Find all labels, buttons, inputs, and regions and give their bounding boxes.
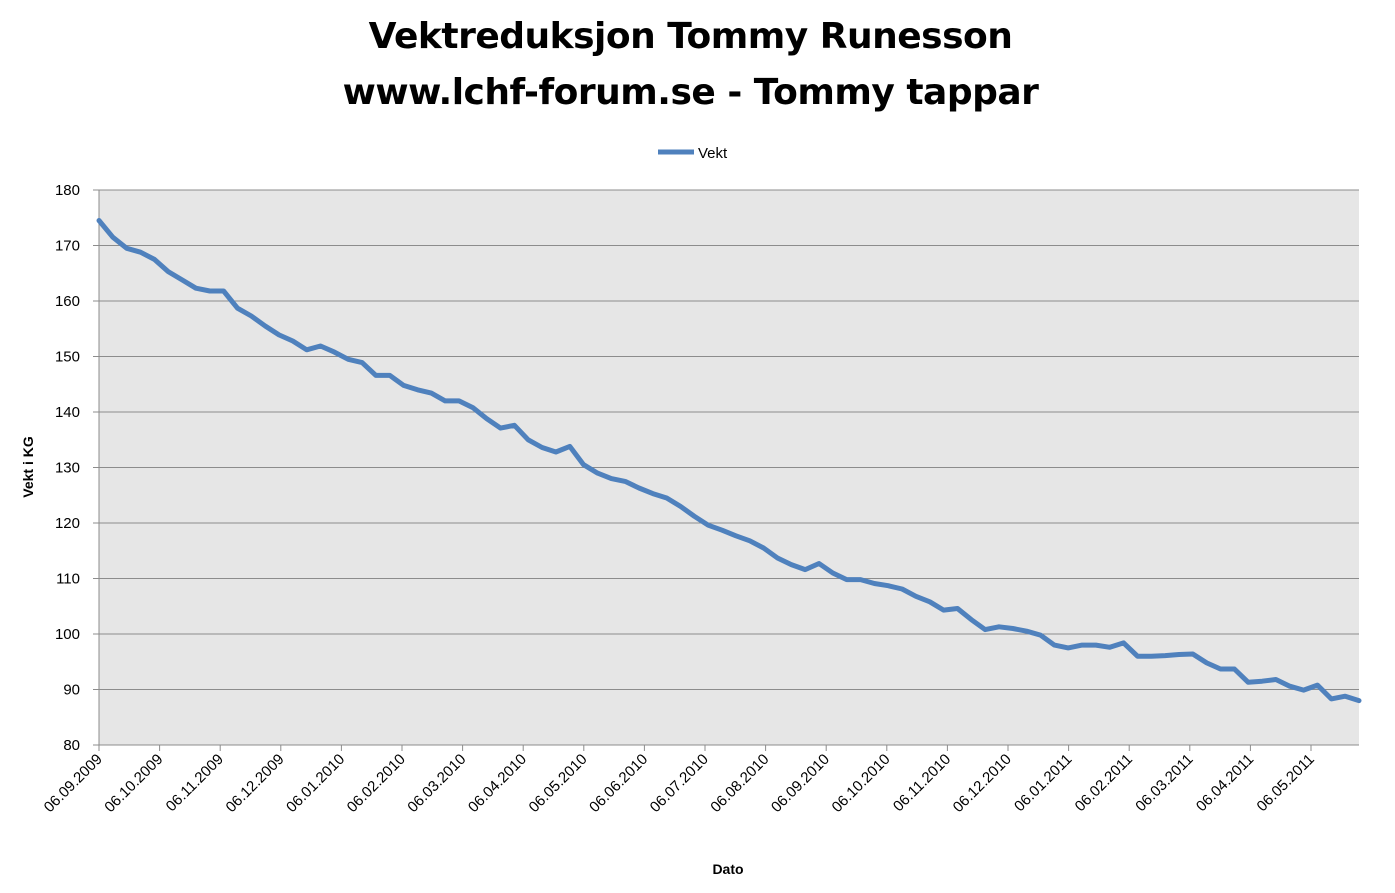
y-tick-label: 100 bbox=[55, 626, 80, 643]
axes bbox=[98, 190, 1359, 746]
x-tick-label: 06.03.2011 bbox=[1132, 751, 1196, 815]
y-tick-label: 160 bbox=[55, 293, 80, 310]
x-tick-label: 06.05.2010 bbox=[526, 751, 591, 816]
x-tick-label: 06.07.2010 bbox=[647, 751, 712, 816]
x-tick-label: 06.10.2009 bbox=[101, 751, 166, 816]
x-tick-label: 06.04.2011 bbox=[1193, 751, 1257, 815]
y-tick-label: 170 bbox=[55, 238, 80, 255]
y-tick-label: 140 bbox=[55, 404, 80, 421]
x-tick-label: 06.06.2010 bbox=[586, 751, 651, 816]
x-tick-label: 06.11.2009 bbox=[163, 751, 227, 815]
legend: Vekt bbox=[658, 145, 728, 162]
x-tick-label: 06.01.2011 bbox=[1011, 751, 1075, 815]
y-tick-label: 180 bbox=[55, 182, 80, 199]
x-tick-label: 06.08.2010 bbox=[707, 751, 772, 816]
x-tick-label: 06.03.2010 bbox=[404, 751, 469, 816]
x-tick-label: 06.11.2010 bbox=[890, 751, 954, 815]
x-tick-label: 06.02.2011 bbox=[1072, 751, 1136, 815]
x-tick-label: 06.12.2009 bbox=[223, 751, 288, 816]
chart-title: Vektreduksjon Tommy Runesson bbox=[368, 16, 1013, 57]
x-axis-title: Dato bbox=[712, 861, 743, 877]
y-tick-label: 120 bbox=[55, 515, 80, 532]
x-tick-label: 06.10.2010 bbox=[829, 751, 894, 816]
y-tick-label: 150 bbox=[55, 349, 80, 366]
gridlines bbox=[93, 189, 1359, 746]
x-tick-label: 06.09.2010 bbox=[768, 751, 833, 816]
series-line-0 bbox=[96, 218, 1362, 704]
y-tick-label: 110 bbox=[56, 571, 80, 588]
x-tick-label: 06.04.2010 bbox=[465, 751, 530, 816]
x-tick-label: 06.01.2010 bbox=[283, 751, 348, 816]
x-tick-label: 06.09.2009 bbox=[41, 751, 106, 816]
series-group bbox=[96, 218, 1362, 704]
y-tick-label: 130 bbox=[55, 460, 80, 477]
legend-label: Vekt bbox=[698, 145, 728, 162]
y-tick-labels: 80 90 100 110 120 130 140 150 160 170 180 bbox=[55, 182, 80, 754]
x-tick-label: 06.02.2010 bbox=[344, 751, 409, 816]
y-tick-label: 80 bbox=[63, 737, 80, 754]
x-tick-label: 06.05.2011 bbox=[1254, 751, 1318, 815]
x-tick-label: 06.12.2010 bbox=[950, 751, 1015, 816]
y-tick-label: 90 bbox=[63, 682, 80, 699]
chart-subtitle: www.lchf-forum.se - Tommy tappar bbox=[342, 72, 1039, 113]
x-tick-labels: 06.09.200906.10.200906.11.200906.12.2009… bbox=[41, 745, 1318, 816]
y-axis-title: Vekt i KG bbox=[20, 436, 36, 498]
